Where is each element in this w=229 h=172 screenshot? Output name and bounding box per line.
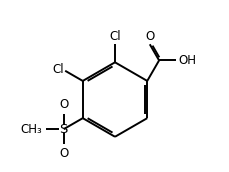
Text: S: S	[59, 123, 68, 136]
Text: Cl: Cl	[52, 63, 64, 76]
Text: O: O	[59, 147, 68, 160]
Text: Cl: Cl	[109, 30, 120, 43]
Text: O: O	[145, 30, 154, 43]
Text: OH: OH	[177, 54, 195, 67]
Text: CH₃: CH₃	[21, 123, 42, 136]
Text: O: O	[59, 98, 68, 111]
